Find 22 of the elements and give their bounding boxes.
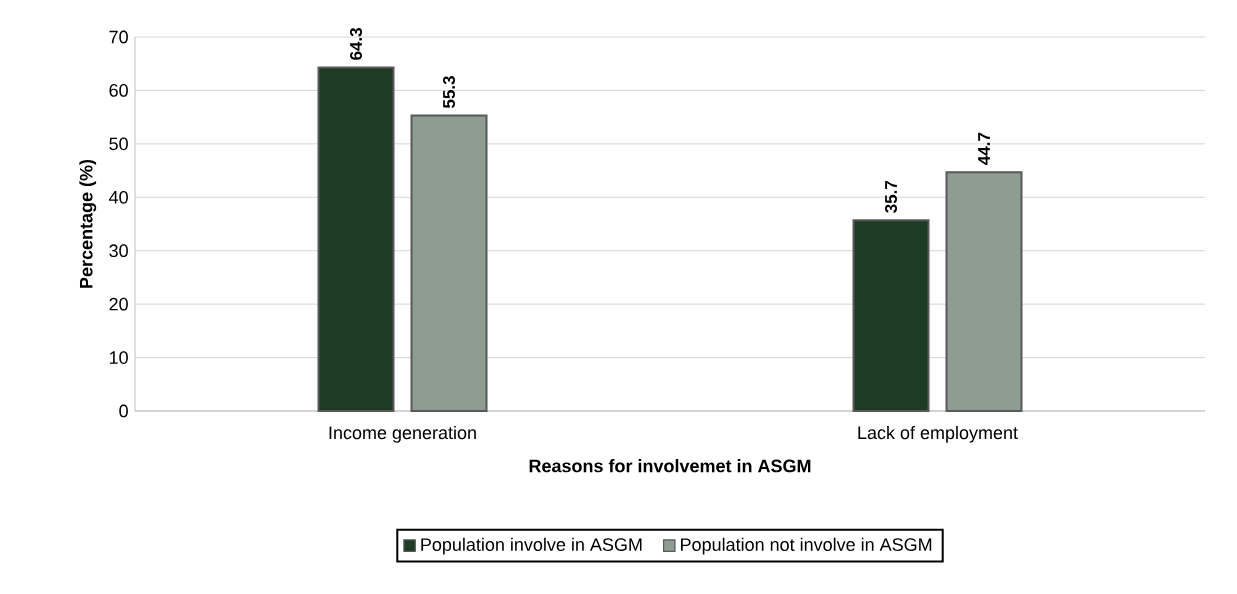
data-label: 64.3 <box>349 27 363 60</box>
y-tick-label: 50 <box>109 137 128 151</box>
x-tick-label: Lack of employment <box>858 425 1018 443</box>
y-tick-label: 30 <box>109 244 128 258</box>
y-tick-label: 0 <box>119 404 128 418</box>
legend-label: Population not involve in ASGM <box>681 537 932 555</box>
data-label: 55.3 <box>442 76 456 109</box>
y-axis-title: Percentage (%) <box>79 159 97 288</box>
legend-label: Population involve in ASGM <box>421 537 642 555</box>
y-tick-label: 70 <box>109 30 128 44</box>
x-tick-label: Income generation <box>329 425 476 443</box>
x-axis-title: Reasons for involvemet in ASGM <box>529 459 811 473</box>
data-label: 35.7 <box>884 180 898 213</box>
y-tick-label: 10 <box>109 351 128 364</box>
y-tick-label: 60 <box>109 84 128 97</box>
data-label: 44.7 <box>978 132 990 165</box>
bar <box>410 114 488 412</box>
y-tick-label: 40 <box>109 190 128 204</box>
y-tick-label: 20 <box>109 297 128 311</box>
bar <box>945 171 1023 412</box>
bar <box>852 219 930 412</box>
bar <box>317 66 395 412</box>
